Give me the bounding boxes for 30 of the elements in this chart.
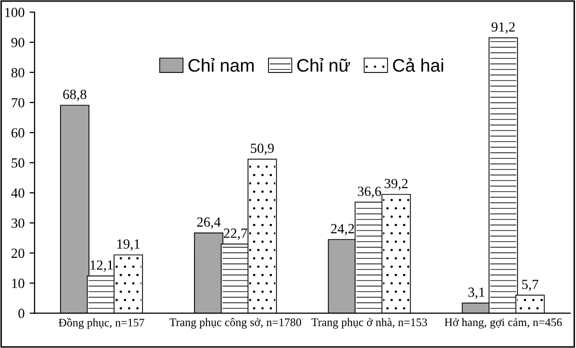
data-label: 22,7 — [224, 228, 248, 240]
data-label: 68,8 — [63, 90, 86, 102]
y-tick-label: 20 — [12, 248, 24, 258]
y-tick-label: 60 — [12, 128, 24, 138]
y-tick-label: 80 — [11, 68, 24, 78]
data-label: 19,1 — [117, 239, 140, 251]
y-tick-label: 30 — [12, 218, 24, 228]
legend-label: Chỉ nam — [188, 58, 254, 72]
y-tick-label: 40 — [11, 188, 24, 198]
x-tick-label: Hở hang, gợi cảm, n=456 — [444, 318, 562, 329]
data-label: 3,1 — [468, 288, 484, 299]
y-tick-label: 100 — [5, 8, 24, 18]
data-label: 26,4 — [197, 217, 221, 229]
data-label: 91,2 — [492, 22, 515, 34]
data-label: 24,2 — [331, 224, 354, 236]
x-tick-label: Trang phục ở nhà, n=153 — [311, 318, 428, 329]
legend-label: Chỉ nữ — [297, 58, 350, 72]
data-label: 36,6 — [358, 186, 382, 198]
y-tick-label: 0 — [18, 308, 24, 318]
data-label: 5,7 — [522, 280, 538, 292]
data-label: 39,2 — [384, 178, 408, 190]
x-tick-label: Trang phục công sở, n=1780 — [170, 318, 302, 329]
y-tick-label: 10 — [12, 278, 24, 288]
data-label: 12,1 — [90, 260, 113, 272]
y-tick-label: 50 — [12, 158, 24, 168]
legend-label: Cả hai — [393, 58, 444, 72]
data-label: 50,9 — [250, 144, 274, 155]
x-tick-label: Đồng phục, n=157 — [58, 318, 144, 329]
y-tick-label: 90 — [11, 38, 24, 48]
y-tick-label: 70 — [12, 98, 24, 108]
